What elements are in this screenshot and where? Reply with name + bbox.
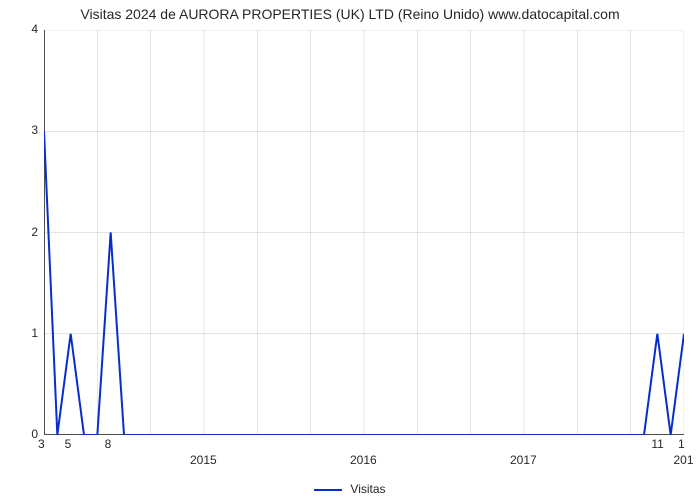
y-tick-label: 3 (31, 123, 38, 137)
legend: Visitas (0, 482, 700, 496)
x-tick-label: 8 (105, 437, 112, 451)
y-tick-label: 4 (31, 22, 38, 36)
chart-svg (44, 30, 684, 435)
x-year-label: 2017 (510, 453, 537, 467)
x-year-label: 2016 (350, 453, 377, 467)
legend-label: Visitas (350, 482, 385, 496)
x-tick-label: 11 (651, 437, 663, 451)
x-tick-label: 3 (38, 437, 45, 451)
y-tick-label: 1 (31, 326, 38, 340)
x-tick-label: 1 (678, 437, 685, 451)
y-tick-label: 0 (31, 427, 38, 441)
x-tick-label: 5 (65, 437, 72, 451)
y-tick-label: 2 (31, 225, 38, 239)
chart-container: Visitas 2024 de AURORA PROPERTIES (UK) L… (0, 0, 700, 500)
x-year-label: 201 (674, 453, 694, 467)
legend-swatch (314, 489, 342, 491)
x-year-label: 2015 (190, 453, 217, 467)
chart-title: Visitas 2024 de AURORA PROPERTIES (UK) L… (0, 6, 700, 22)
plot-area (44, 30, 684, 435)
